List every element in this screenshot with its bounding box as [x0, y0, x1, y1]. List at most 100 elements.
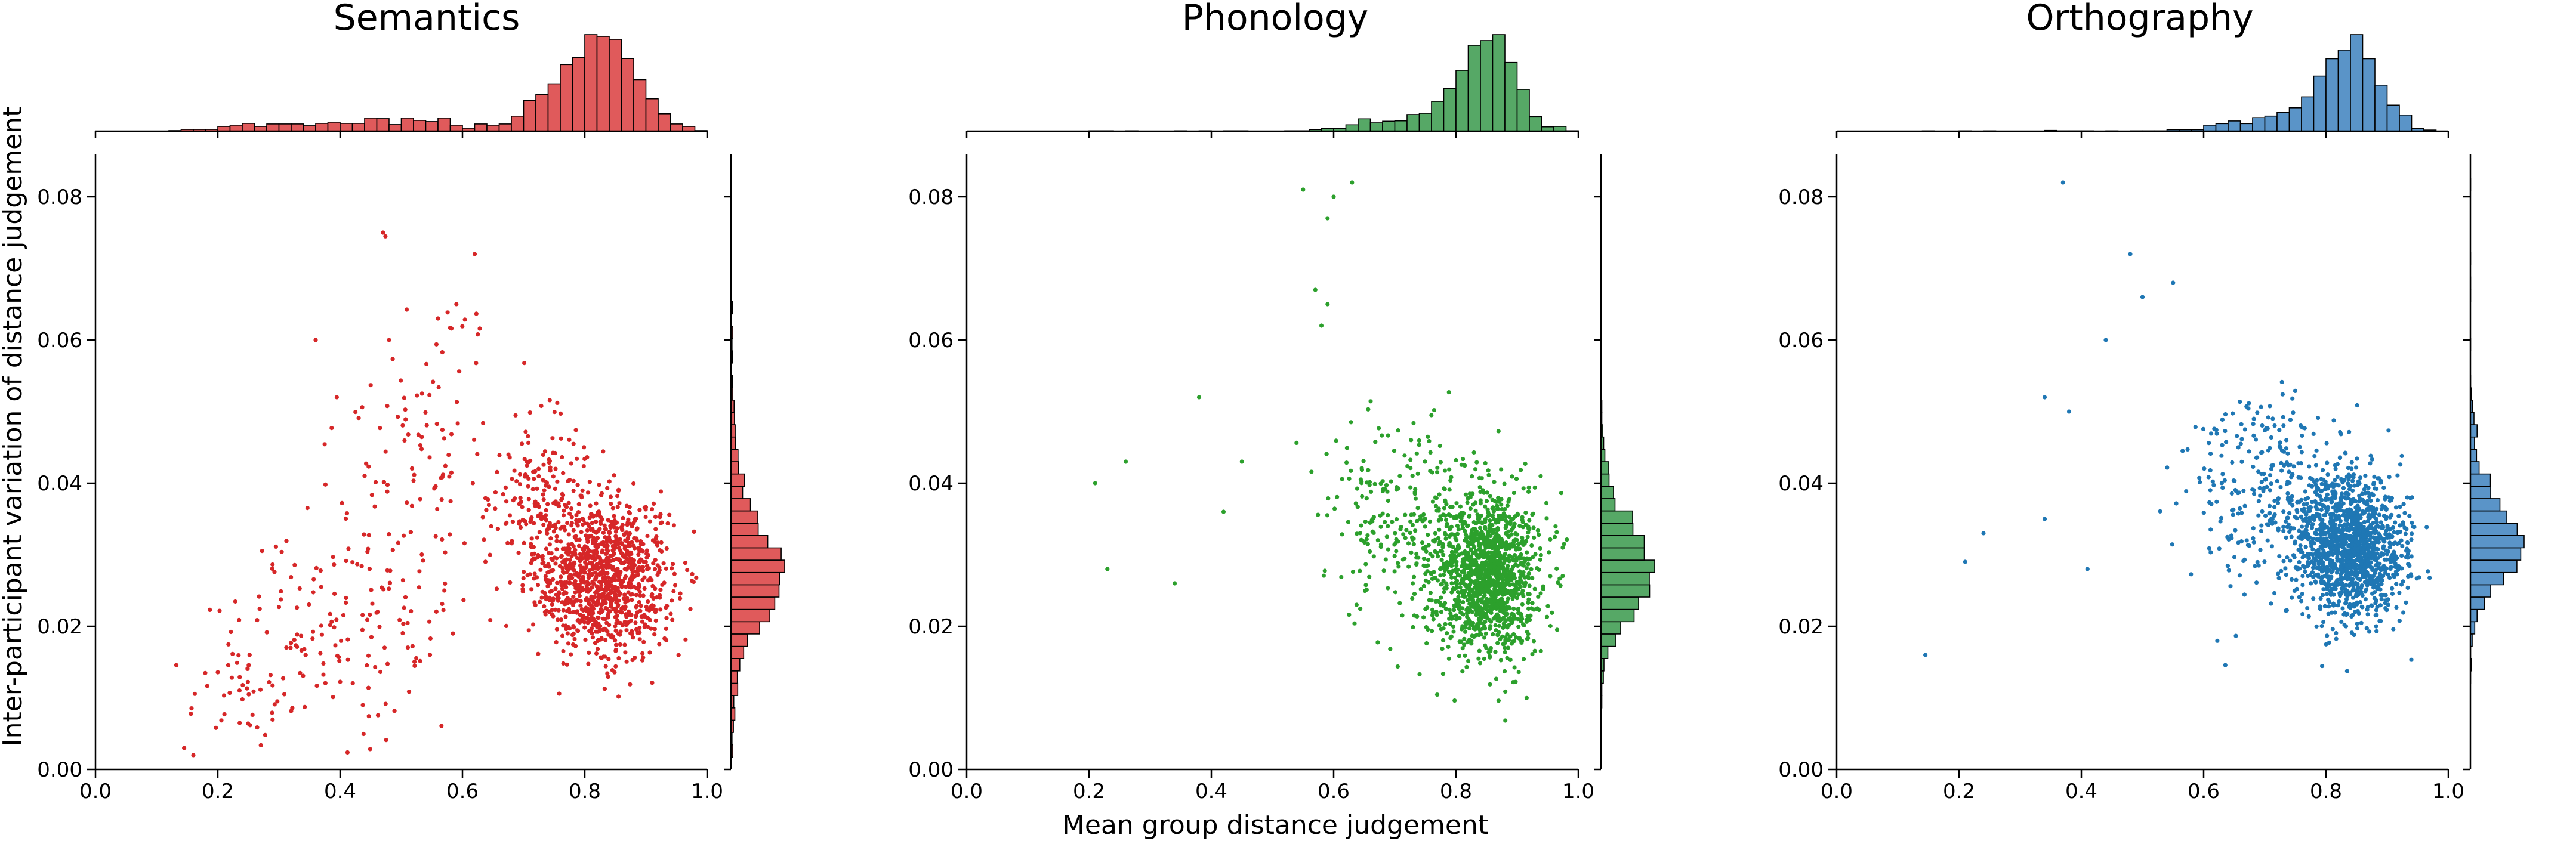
data-point — [518, 525, 523, 530]
data-point — [599, 565, 604, 570]
data-point — [240, 682, 245, 688]
data-point — [412, 663, 417, 668]
data-point — [1503, 645, 1507, 650]
data-point — [610, 634, 616, 639]
data-point — [536, 514, 541, 518]
data-point — [1516, 592, 1521, 597]
data-point — [2349, 614, 2354, 619]
data-point — [2237, 573, 2242, 578]
data-point — [597, 560, 602, 565]
data-point — [596, 596, 601, 601]
data-point — [2401, 579, 2405, 584]
data-point — [587, 515, 592, 520]
y-tick-label: 0.08 — [37, 186, 82, 209]
data-point — [1525, 550, 1529, 555]
data-point — [572, 551, 578, 555]
data-point — [424, 423, 429, 428]
data-point — [667, 512, 672, 517]
data-point — [2352, 632, 2356, 638]
data-point — [1480, 568, 1485, 573]
data-point — [1493, 623, 1498, 628]
data-point — [2350, 565, 2356, 570]
data-point — [613, 572, 618, 577]
data-point — [440, 472, 446, 477]
data-point — [1526, 632, 1531, 636]
data-point — [510, 477, 514, 481]
data-point — [2410, 531, 2414, 536]
data-point — [1445, 565, 1449, 570]
data-point — [1532, 535, 1537, 540]
data-point — [270, 683, 275, 688]
data-point — [2238, 506, 2242, 511]
data-point — [1470, 594, 1474, 599]
data-point — [595, 647, 600, 651]
data-point — [1516, 611, 1521, 616]
data-point — [642, 575, 647, 580]
data-point — [229, 629, 233, 635]
top-marginal-histogram — [965, 34, 1579, 138]
data-point — [2383, 601, 2387, 605]
data-point — [664, 638, 669, 642]
histogram-bar — [1492, 34, 1506, 132]
data-point — [2355, 602, 2359, 607]
data-point — [2374, 599, 2378, 604]
data-point — [618, 558, 622, 562]
data-point — [594, 584, 599, 589]
data-point — [2251, 491, 2257, 496]
data-point — [538, 599, 542, 604]
data-point — [1554, 530, 1559, 534]
data-point — [1485, 490, 1489, 495]
data-point — [2318, 565, 2323, 570]
data-point — [1449, 555, 1454, 560]
data-point — [189, 712, 193, 716]
data-point — [1390, 520, 1395, 524]
data-point — [1495, 605, 1500, 610]
data-point — [602, 687, 607, 691]
data-point — [510, 539, 514, 543]
data-point — [1486, 608, 1491, 613]
data-point — [1483, 570, 1488, 575]
data-point — [572, 581, 577, 586]
data-point — [434, 422, 439, 426]
data-point — [659, 520, 664, 525]
data-point — [1465, 605, 1470, 611]
data-point — [1449, 634, 1454, 639]
data-point — [627, 611, 632, 616]
data-point — [2310, 522, 2315, 527]
data-point — [1485, 534, 1489, 539]
data-point — [2358, 513, 2362, 518]
data-point — [1530, 601, 1535, 605]
data-point — [596, 615, 600, 620]
data-point — [2231, 411, 2235, 416]
data-point — [549, 589, 554, 593]
data-point — [584, 609, 590, 614]
data-point — [1467, 514, 1472, 518]
data-point — [553, 466, 558, 471]
data-point — [2310, 570, 2315, 575]
data-point — [1522, 657, 1526, 661]
data-point — [270, 717, 275, 722]
data-point — [1516, 625, 1521, 629]
data-point — [364, 461, 369, 466]
data-point — [1480, 626, 1485, 631]
data-point — [517, 519, 522, 524]
data-point — [2330, 528, 2335, 533]
data-point — [616, 694, 621, 699]
data-point — [2260, 423, 2265, 428]
data-point — [424, 361, 429, 367]
data-point — [580, 488, 585, 493]
data-point — [2377, 561, 2382, 566]
data-point — [405, 620, 410, 626]
data-point — [416, 432, 421, 437]
data-point — [2382, 539, 2387, 544]
data-point — [1524, 619, 1529, 624]
data-point — [2284, 438, 2289, 443]
data-point — [547, 598, 553, 603]
data-point — [1512, 553, 1517, 558]
data-point — [2349, 466, 2354, 471]
data-point — [311, 577, 316, 582]
data-point — [383, 449, 388, 454]
data-point — [279, 589, 283, 594]
data-point — [2371, 505, 2376, 511]
data-point — [1471, 635, 1476, 639]
